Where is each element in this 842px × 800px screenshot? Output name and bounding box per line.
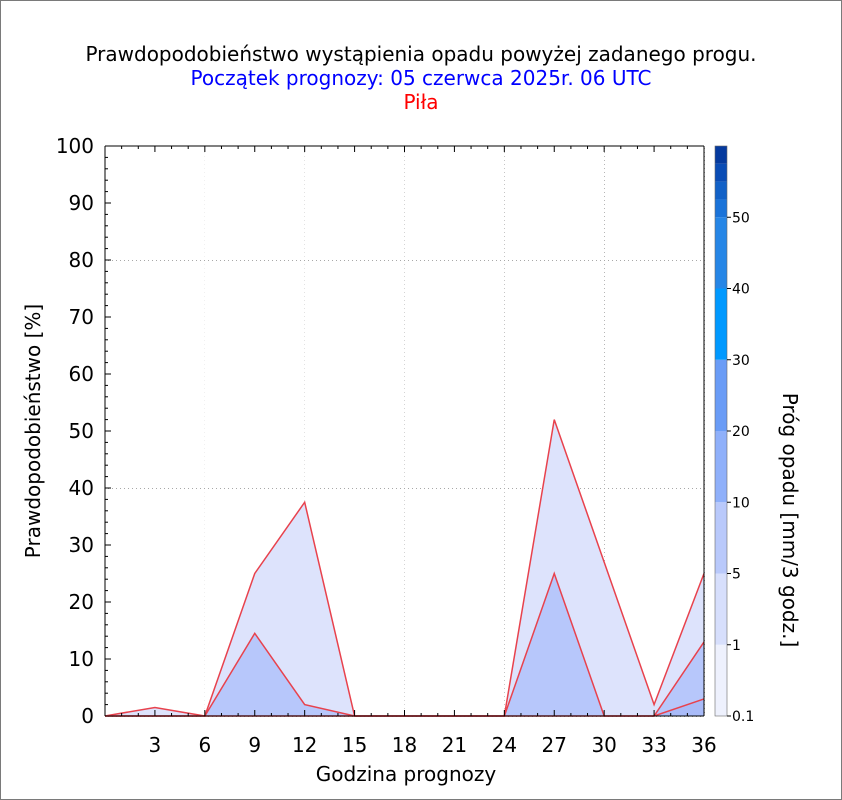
y-tick-label: 40 [69,476,94,500]
y-tick-label: 60 [69,362,94,386]
y-grid-line [105,431,704,432]
x-tick-label: 15 [342,733,367,757]
x-tick-label: 27 [542,733,567,757]
y-grid-line [105,203,704,204]
axes [104,145,705,717]
y-tick-label: 100 [56,134,94,158]
x-tick-label: 24 [492,733,517,757]
x-axis-label: Godzina prognozy [316,762,497,786]
x-tick-label: 33 [641,733,666,757]
x-tick-label: 36 [691,733,716,757]
threshold-colorbar: 0.1 1 5 10 20 30 40 50 [714,145,754,725]
y-tick-label: 90 [69,191,94,215]
colorbar-segment [715,146,727,164]
location-name: Piła [403,90,439,114]
colorbar-tick-label: 1 [732,638,741,654]
y-grid-line [105,602,704,603]
colorbar-tick-label: 30 [732,353,750,369]
y-tick-label: 20 [69,590,94,614]
colorbar-tick-label: 40 [732,282,750,298]
area-threshold-1 [105,573,704,716]
colorbar-segment [715,431,727,503]
colorbar-tick-label: 10 [732,495,750,511]
colorbar-segment [715,288,727,360]
colorbar-segment [715,181,727,200]
x-tick-label: 6 [198,733,211,757]
y-grid-line [105,374,704,375]
colorbar-segment [715,644,727,716]
y-grid-line [105,260,704,261]
colorbar-segment [715,163,727,182]
y-grid-line [105,545,704,546]
colorbar-tick-label: 0.1 [732,709,754,725]
y-grid-line [105,488,704,489]
y-axis-label: Prawdopodobieństwo [%] [21,304,45,558]
y-grid-line [105,659,704,660]
x-tick-label: 18 [392,733,417,757]
colorbar-tick-label: 20 [732,424,750,440]
tick-labels: 3 6 9 12 15 18 21 24 27 30 33 360102030405060708090… [56,134,717,757]
x-tick-label: 9 [248,733,261,757]
colorbar-segment [715,573,727,645]
y-grid-line [105,317,704,318]
y-tick-label: 70 [69,305,94,329]
x-tick-label: 3 [149,733,162,757]
x-tick-label: 30 [591,733,616,757]
forecast-start: Początek prognozy: 05 czerwca 2025r. 06 … [190,66,652,90]
colorbar-tick-label: 5 [732,567,741,583]
y-tick-label: 0 [81,704,94,728]
colorbar-segment [715,217,727,289]
y-tick-label: 80 [69,248,94,272]
colorbar-segment [715,359,727,431]
y-tick-label: 10 [69,647,94,671]
y-tick-label: 30 [69,533,94,557]
chart-title: Prawdopodobieństwo wystąpienia opadu pow… [85,42,757,66]
colorbar-segment [715,502,727,574]
x-tick-label: 21 [442,733,467,757]
y-tick-label: 50 [69,419,94,443]
x-tick-label: 12 [292,733,317,757]
colorbar-segment [715,199,727,218]
colorbar-tick-label: 50 [732,210,750,226]
colorbar-label: Próg opadu [mm/3 godz.] [778,393,802,648]
